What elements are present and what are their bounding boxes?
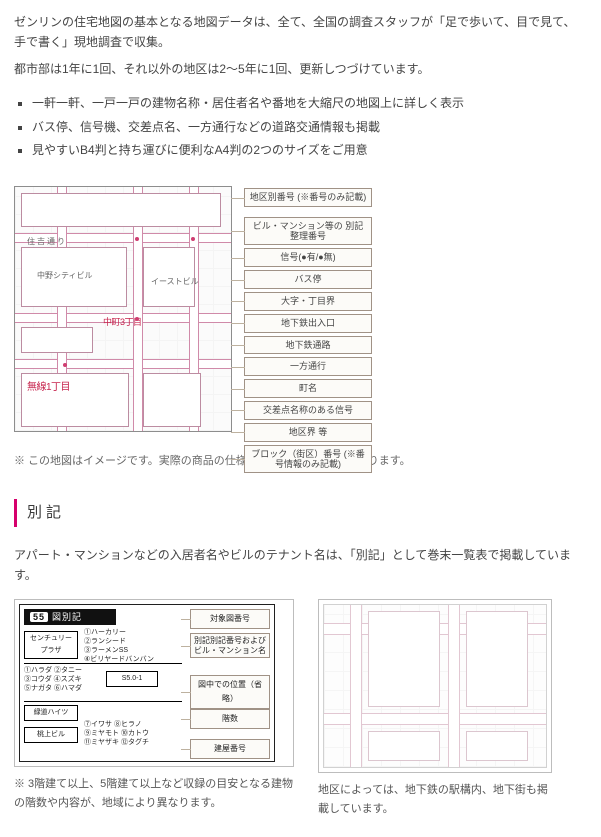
map-tag: 地区別番号 (※番号のみ記載) xyxy=(244,188,372,206)
intro-line-1: ゼンリンの住宅地図の基本となる地図データは、全て、全国の調査スタッフが「足で歩い… xyxy=(14,12,587,53)
map-tag: 大字・丁目界 xyxy=(244,292,372,311)
map-tag: 地下鉄通路 xyxy=(244,336,372,355)
citymap xyxy=(323,604,547,768)
legend-bldg-2: 緑道ハイツ xyxy=(24,705,78,721)
legend-bldg-3: 桃上ビル xyxy=(24,727,78,743)
sample-map: 住吉通り 中野シティビル イーストビル 中町3丁目 無線1丁目 xyxy=(14,186,232,432)
legend-panel: 55 図別記 センチュリー プラザ ①ハーカリー ②ランシード ③ラーメンSS ④… xyxy=(14,599,294,767)
legend-header-num: 55 xyxy=(30,612,48,622)
intro-line-2: 都市部は1年に1回、それ以外の地区は2～5年に1回、更新しつづけています。 xyxy=(14,59,587,79)
map-legend-tags: 地区別番号 (※番号のみ記載) ビル・マンション等の 別記整理番号 信号(●有/… xyxy=(244,188,372,476)
legend-subpanel-2: ⑦イワサ ⑧ヒラノ ⑨ミヤモト ⑩カトウ ⑪ミヤザキ ⑫タグチ xyxy=(84,721,149,747)
legend-subpanel-1: ①ハラダ ②タニー ③コウダ ④スズキ ⑤ナガタ ⑥ハマダ xyxy=(24,667,94,693)
section-heading: 別記 xyxy=(14,499,587,527)
map-east-label: イーストビル xyxy=(151,275,199,289)
legend-rtag: 対象図番号 xyxy=(190,609,270,629)
legend-header: 55 図別記 xyxy=(24,609,116,625)
map-tag: 地下鉄出入口 xyxy=(244,314,372,333)
legend-rtag: 別記別記番号および ビル・マンション名 xyxy=(190,633,270,657)
citymap-panel xyxy=(318,599,552,773)
map-tag: 地区界 等 xyxy=(244,423,372,442)
citymap-footnote: 地区によっては、地下鉄の駅構内、地下街も掲載しています。 xyxy=(318,781,550,818)
map-tag: 一方通行 xyxy=(244,357,372,376)
legend-rtag: 建屋番号 xyxy=(190,739,270,759)
map-street-label: 住吉通り xyxy=(27,235,67,249)
legend-rtag: 階数 xyxy=(190,709,270,729)
feature-item: 一軒一軒、一戸一戸の建物名称・居住者名や番地を大縮尺の地図上に詳しく表示 xyxy=(32,93,587,113)
feature-list: 一軒一軒、一戸一戸の建物名称・居住者名や番地を大縮尺の地図上に詳しく表示 バス停… xyxy=(14,93,587,160)
legend-rtag: 図中での位置（省略） xyxy=(190,675,270,708)
map-tag: 町名 xyxy=(244,379,372,398)
map-tag: ブロック（街区）番号 (※番号情報のみ記載) xyxy=(244,445,372,474)
map-tag: 信号(●有/●無) xyxy=(244,248,372,267)
legend-footnote: ※ 3階建て以上、5階建て以上など収録の目安となる建物の階数や内容が、地域により… xyxy=(14,775,294,812)
map-tag: ビル・マンション等の 別記整理番号 xyxy=(244,217,372,246)
map-tag: 交差点名称のある信号 xyxy=(244,401,372,420)
map-tag: バス停 xyxy=(244,270,372,289)
sample-map-panel: 住吉通り 中野シティビル イーストビル 中町3丁目 無線1丁目 地区別番号 (※… xyxy=(14,186,587,442)
map-chome-2: 無線1丁目 xyxy=(27,379,70,396)
legend-header-text: 図別記 xyxy=(52,612,82,622)
feature-item: バス停、信号機、交差点名、一方通行などの道路交通情報も掲載 xyxy=(32,117,587,137)
legend-grid-label: S5.0-1 xyxy=(106,671,158,687)
legend-tenants-1: ①ハーカリー ②ランシード ③ラーメンSS ④ビリヤードバンバン xyxy=(84,629,154,664)
legend-bldg-1: センチュリー プラザ xyxy=(24,631,78,659)
feature-item: 見やすいB4判と持ち運びに便利なA4判の2つのサイズをご用意 xyxy=(32,140,587,160)
map-building-label: 中野シティビル xyxy=(37,269,93,283)
section-lead: アパート・マンションなどの入居者名やビルのテナント名は、「別記」として巻末一覧表… xyxy=(14,545,587,586)
